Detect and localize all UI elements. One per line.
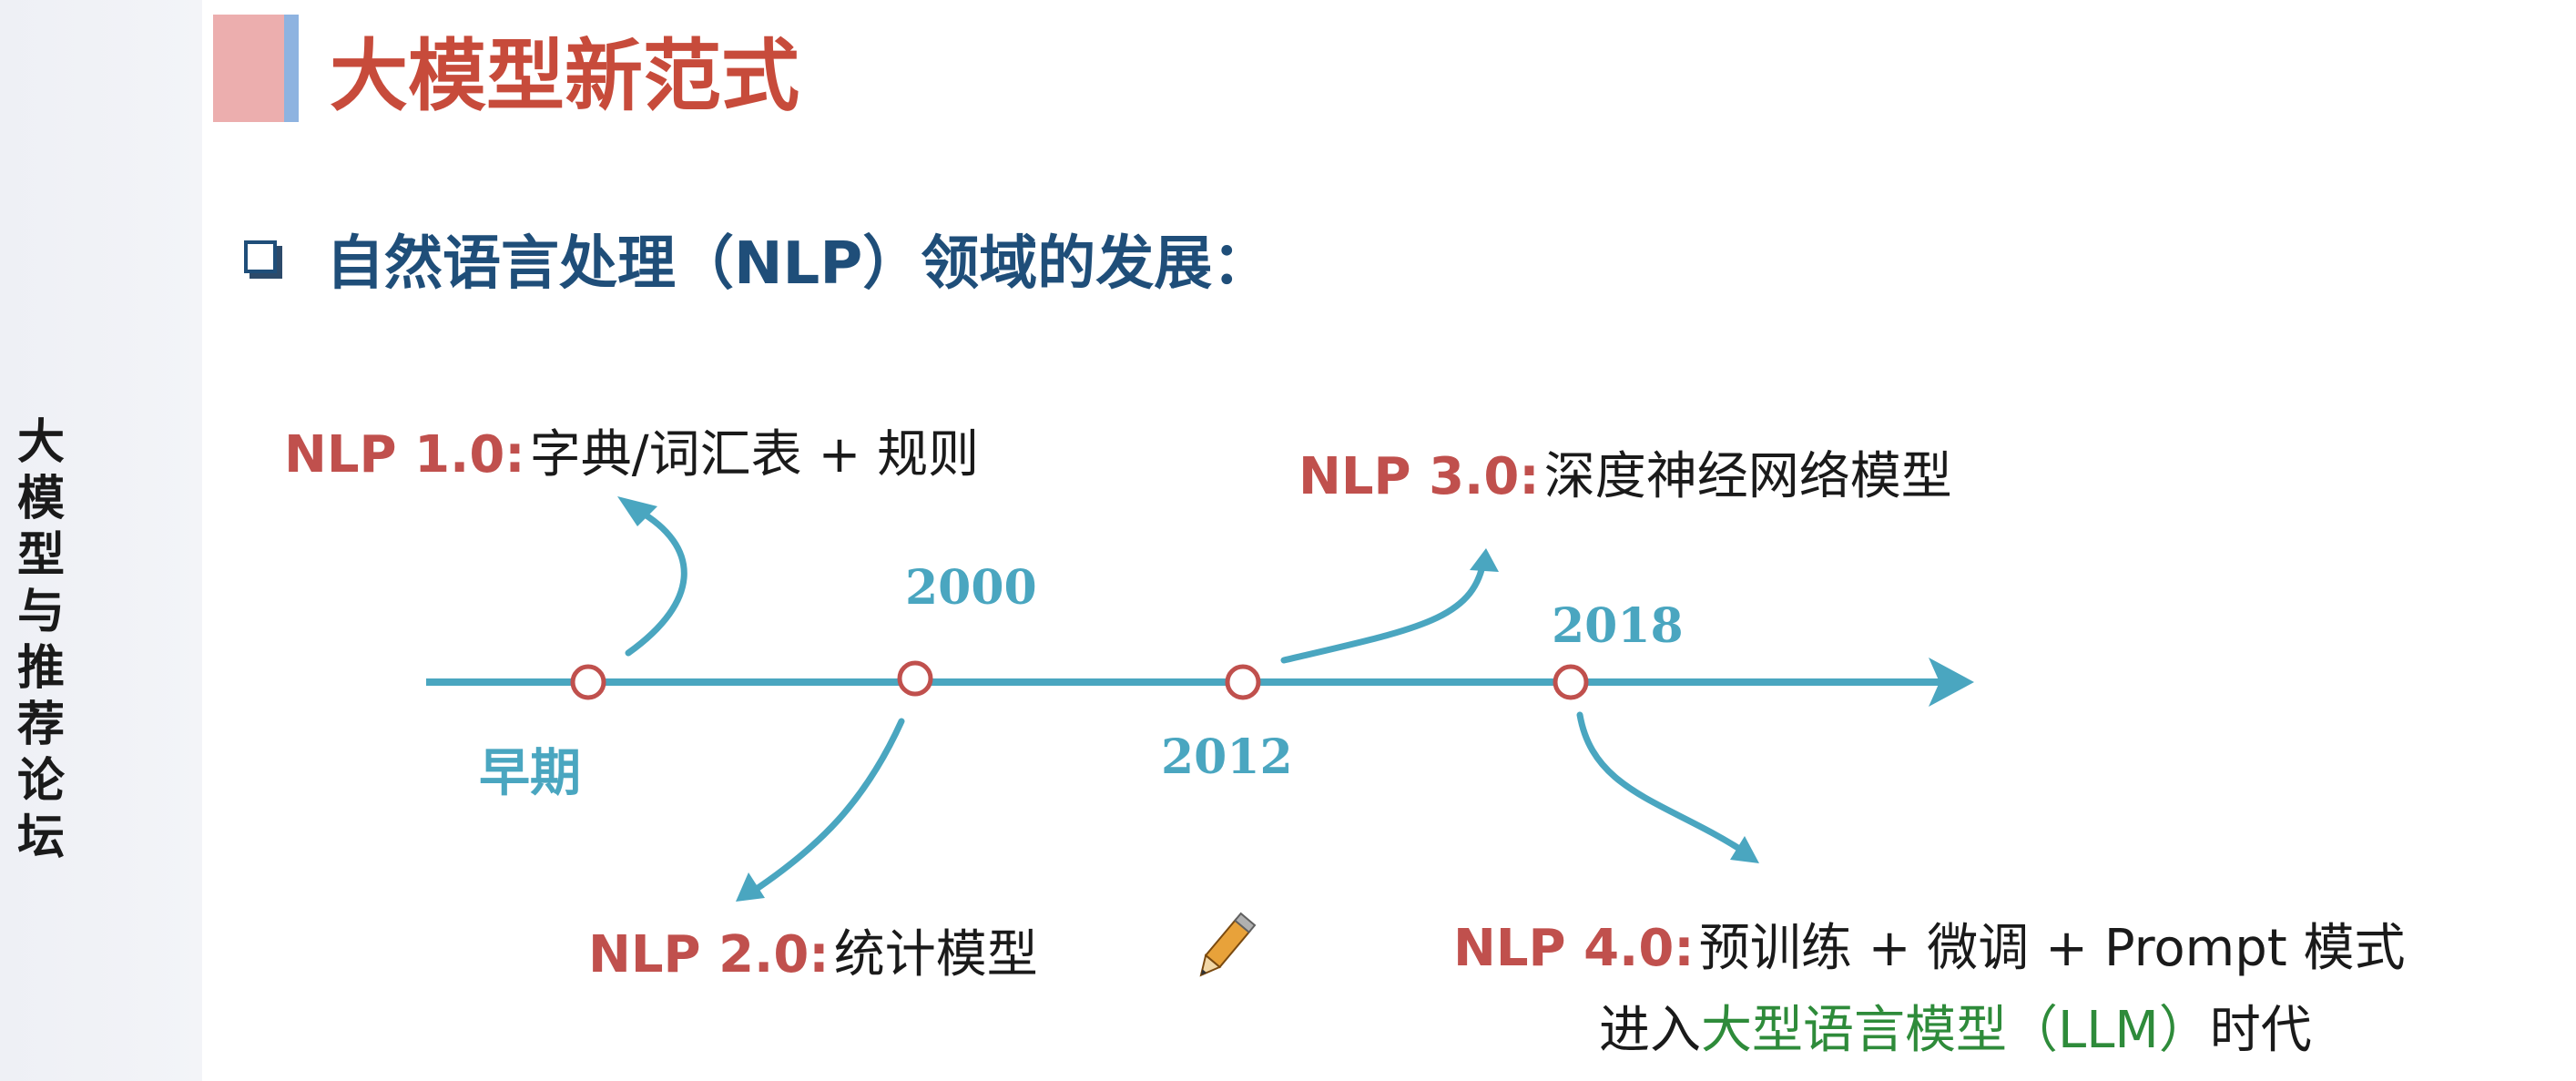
stage-nlp2-description: 统计模型 [833,925,1038,984]
timeline-year-2000: 2000 [905,560,1037,616]
pencil-icon [1199,912,1257,977]
section-heading: 自然语言处理（NLP）领域的发展： [326,230,1271,298]
arrow-to-nlp2 [748,718,905,896]
stage-nlp2-version: NLP 2.0: [588,925,830,984]
sidebar: 大模型与推荐 论坛 [0,0,202,1081]
timeline-label-early: 早期 [479,744,581,803]
title-decoration-pink [213,15,284,122]
stage-nlp1: NLP 1.0: 字典/词汇表 + 规则 [284,424,979,498]
timeline-arrowhead [1929,658,1974,707]
timeline-node-early [570,664,606,700]
arrowhead-nlp2 [736,872,765,902]
stage-nlp3: NLP 3.0: 深度神经网络模型 [1298,446,1952,520]
stage-nlp3-description: 深度神经网络模型 [1543,447,1952,506]
arrowhead-nlp3 [1470,548,1499,572]
stage-nlp2: NLP 2.0: 统计模型 [588,924,1038,998]
arrow-to-nlp1 [625,506,687,657]
checkbox-bullet-icon [244,240,277,273]
title-decoration-blue [284,15,299,122]
arrow-to-nlp4 [1576,711,1747,855]
arrowhead-nlp4 [1730,836,1759,863]
timeline-year-2018: 2018 [1552,598,1684,654]
timeline-year-2012: 2012 [1161,729,1293,785]
timeline-node-2000 [897,660,933,697]
stage-nlp1-description: 字典/词汇表 + 规则 [529,425,980,484]
arrowhead-nlp1 [617,496,657,526]
stage-nlp4-version: NLP 4.0: [1453,919,1695,978]
stage-nlp4-description: 预训练 + 微调 + Prompt 模式 [1698,919,2406,978]
stage-nlp4-llm-highlight: 大型语言模型（LLM） [1701,1001,2210,1060]
page-title: 大模型新范式 [330,31,799,122]
timeline-node-2012 [1225,664,1261,700]
stage-nlp3-version: NLP 3.0: [1298,447,1540,506]
stage-nlp1-version: NLP 1.0: [284,425,525,484]
sidebar-label: 大模型与推荐 论坛 [16,415,65,865]
arrow-to-nlp3 [1280,554,1488,664]
stage-nlp4-line2-suffix: 时代 [2209,1001,2312,1060]
timeline-node-2018 [1553,664,1589,700]
stage-nlp4-line2-prefix: 进入 [1599,1001,1701,1060]
stage-nlp4-line2: 进入大型语言模型（LLM）时代 [1599,1000,2312,1062]
stage-nlp4: NLP 4.0: 预训练 + 微调 + Prompt 模式 [1453,918,2406,992]
